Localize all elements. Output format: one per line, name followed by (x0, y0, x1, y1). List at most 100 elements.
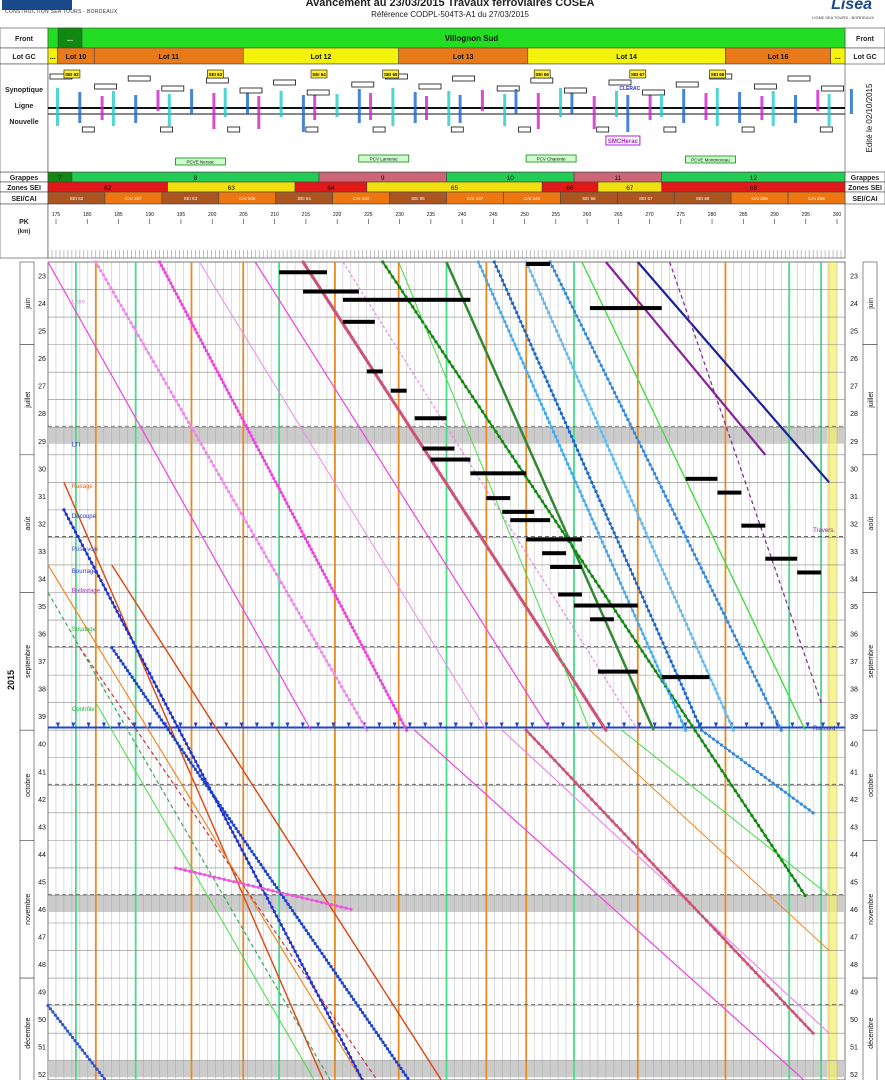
pk-tick-label: 225 (364, 212, 373, 218)
progress-dot (731, 728, 736, 732)
progress-dot (148, 701, 152, 706)
synoptic-label-box (819, 126, 833, 133)
progress-dot (740, 799, 744, 803)
annotation-label: Pose voie (72, 547, 99, 553)
progress-dot (559, 282, 563, 287)
cosea-logo: CONSTRUCTION SEA TOURS - BORDEAUX (2, 0, 202, 26)
progress-dot (175, 724, 179, 728)
progress-dot (480, 410, 485, 414)
progress-dot (312, 637, 316, 641)
progress-dot (270, 879, 274, 883)
week-label-right: 44 (850, 852, 858, 859)
week-label-right: 42 (850, 797, 858, 804)
progress-dot (618, 471, 622, 475)
activity-bar (279, 270, 327, 275)
progress-dot (596, 494, 600, 498)
progress-dot (719, 701, 723, 705)
progress-dot (106, 282, 110, 286)
progress-dot (503, 572, 507, 576)
progress-dot (627, 629, 631, 633)
progress-dot (637, 644, 641, 648)
progress-dot (578, 453, 582, 457)
progress-dot (376, 1034, 381, 1038)
progress-dot (106, 592, 110, 596)
progress-dot (643, 854, 647, 858)
progress-dot (315, 899, 319, 903)
synoptic-sei-label: SEI 67 (631, 72, 645, 77)
progress-dot (533, 352, 537, 356)
progress-dot (681, 724, 686, 728)
progress-dot (171, 285, 175, 289)
lot-label: ... (50, 54, 56, 61)
progress-dot (557, 524, 561, 528)
progress-dot (212, 363, 216, 367)
progress-dot (241, 836, 245, 840)
progress-dot (679, 682, 683, 686)
progress-dot (795, 1014, 799, 1018)
progress-dot (217, 876, 221, 880)
progress-dot (617, 399, 621, 404)
progress-dot (360, 719, 364, 724)
progress-dot (320, 951, 324, 956)
progress-dot (576, 485, 580, 489)
progress-dot (665, 650, 669, 654)
pk-tick-label: 245 (489, 212, 498, 218)
progress-dot (174, 292, 179, 296)
progress-dot (284, 932, 288, 936)
progress-dot (285, 892, 290, 896)
week-label-left: 28 (38, 411, 46, 418)
progress-dot (284, 589, 289, 594)
month-label-right: septembre (868, 645, 875, 678)
progress-dot (490, 552, 494, 556)
progress-dot (692, 906, 696, 910)
annotation-label: Contrôle (72, 707, 95, 713)
synoptic-structure (715, 88, 719, 126)
progress-dot (610, 819, 614, 823)
week-label-right: 50 (850, 1017, 858, 1024)
pk-tick-label: 235 (427, 212, 436, 218)
progress-dot (508, 297, 513, 301)
synoptic-structure (592, 96, 596, 129)
progress-dot (662, 572, 666, 576)
baseline-marker (515, 722, 519, 728)
progress-dot (766, 839, 771, 843)
month-label-right: novembre (868, 894, 875, 925)
progress-dot (721, 705, 725, 709)
progress-dot (635, 845, 639, 849)
progress-dot (562, 453, 566, 457)
progress-dot (260, 455, 265, 459)
progress-dot (334, 904, 338, 908)
progress-dot (352, 706, 356, 711)
progress-dot (154, 684, 159, 689)
progress-dot (395, 710, 399, 715)
progress-dot (464, 385, 468, 389)
progress-dot (66, 1029, 70, 1033)
progress-dot (290, 512, 295, 516)
progress-dot (575, 375, 579, 379)
progress-dot (203, 777, 207, 781)
synoptic-structure (682, 89, 686, 123)
progress-dot (242, 420, 246, 424)
progress-dot (569, 776, 573, 780)
progress-dot (214, 468, 218, 472)
synoptic-sei-label: SEI 64 (312, 72, 326, 77)
synoptic-sei-box (629, 69, 647, 79)
progress-dot (350, 702, 354, 706)
progress-dot (332, 1024, 337, 1029)
synoptic-label-box (351, 81, 375, 88)
progress-dot (277, 487, 281, 491)
progress-dot (621, 586, 625, 590)
progress-dot (320, 650, 324, 654)
progress-dot (169, 390, 173, 394)
progress-dot (412, 431, 416, 435)
progress-dot (397, 714, 401, 718)
progress-dot (360, 1077, 364, 1080)
progress-dot (304, 624, 309, 628)
progress-dot (655, 476, 659, 480)
progress-dot (753, 819, 757, 823)
synoptic-label-box (273, 79, 297, 86)
activity-bar (510, 518, 551, 523)
progress-dot (685, 623, 689, 627)
progress-dot (103, 587, 108, 591)
progress-dot (515, 310, 519, 315)
